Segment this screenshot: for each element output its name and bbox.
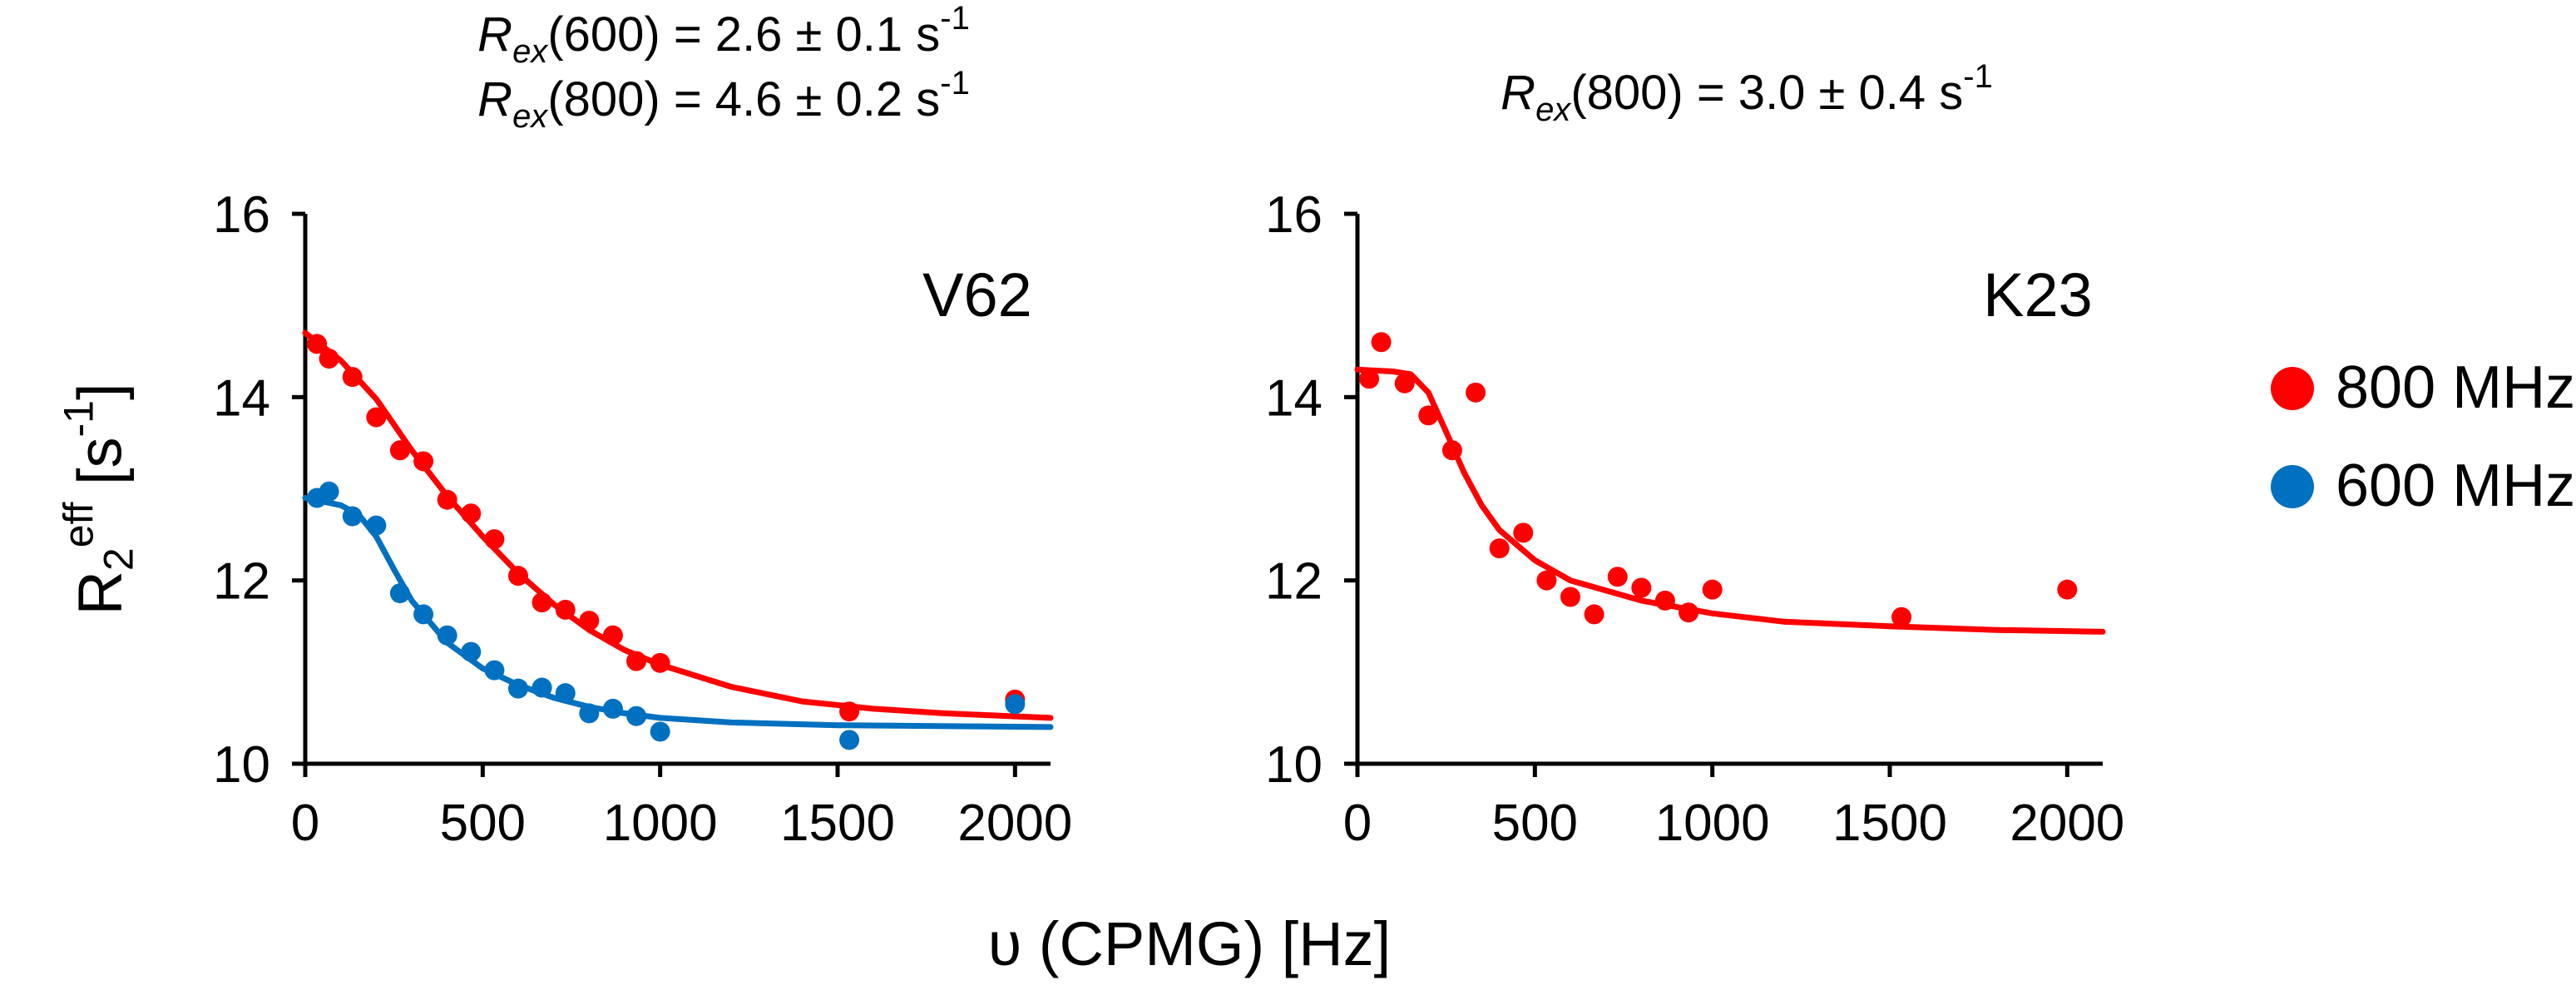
v62-data-point-800mhz (413, 451, 434, 472)
k23-data-point-800mhz (1702, 579, 1723, 600)
v62-data-point-800mhz (839, 701, 860, 722)
rex-800-annotation-k23: Rex(800) = 3.0 ± 0.4 s-1 (1501, 58, 1993, 128)
v62-data-point-800mhz (626, 651, 647, 671)
k23-fit-line-800mhz (1354, 366, 2106, 635)
v62-fit-line-800mhz (302, 329, 1054, 721)
k23-panel-label: K23 (1983, 260, 2093, 329)
v62-y-tick-label: 16 (213, 186, 270, 244)
v62-data-point-800mhz (555, 599, 576, 620)
rex-600-annotation: Rex(600) = 2.6 ± 0.1 s-1 (477, 0, 970, 70)
v62-x-tick-label: 0 (291, 795, 319, 852)
k23-x-tick-label: 1000 (1655, 795, 1770, 852)
v62-y-tick-label: 12 (213, 553, 270, 611)
v62-data-point-600mhz (484, 660, 505, 681)
v62-data-point-600mhz (366, 515, 387, 536)
v62-y-tick-label: 14 (213, 369, 270, 427)
k23-y-tick-label: 10 (1265, 736, 1323, 794)
v62-data-point-600mhz (413, 604, 434, 625)
k23-data-point-800mhz (1607, 567, 1628, 587)
v62-data-point-600mhz (532, 677, 552, 698)
k23-data-point-800mhz (1371, 332, 1392, 353)
k23-y-tick-label: 14 (1265, 369, 1323, 427)
k23-data-point-800mhz (1441, 440, 1462, 461)
v62-data-point-800mhz (484, 529, 505, 550)
k23-data-point-800mhz (1466, 382, 1486, 403)
k23-data-point-800mhz (1394, 373, 1415, 394)
v62-data-point-800mhz (602, 625, 623, 646)
v62-data-point-600mhz (555, 683, 576, 704)
v62-data-point-800mhz (342, 367, 363, 388)
y-axis-label: R2eff [s-1] (55, 383, 142, 616)
v62-x-tick-label: 1500 (780, 795, 895, 852)
k23-data-point-800mhz (1654, 590, 1675, 611)
k23-data-point-800mhz (1536, 570, 1557, 591)
v62-data-point-800mhz (579, 611, 600, 631)
k23-x-tick-label: 500 (1492, 795, 1578, 852)
legend-label-600mhz: 600 MHz (2336, 453, 2576, 519)
k23-y-tick-label: 12 (1265, 553, 1323, 611)
v62-data-point-800mhz (437, 489, 457, 510)
v62-panel-label: V62 (922, 260, 1032, 329)
v62-x-tick-label: 2000 (957, 795, 1072, 852)
k23-y-tick-label: 16 (1265, 186, 1323, 244)
k23-data-point-800mhz (2057, 579, 2078, 600)
v62-data-point-600mhz (626, 705, 647, 726)
v62-data-point-800mhz (389, 440, 410, 461)
v62-data-point-600mhz (508, 678, 528, 699)
v62-data-point-800mhz (319, 349, 339, 369)
v62-data-point-600mhz (1005, 694, 1026, 715)
v62-data-point-800mhz (532, 592, 552, 613)
v62-x-tick-label: 1000 (603, 795, 718, 852)
v62-data-point-800mhz (366, 407, 387, 428)
k23-data-point-800mhz (1513, 522, 1534, 543)
v62-data-point-600mhz (342, 506, 363, 527)
legend-item-800mhz: 800 MHz (2271, 354, 2575, 421)
k23-data-point-800mhz (1359, 369, 1380, 389)
v62-data-point-800mhz (307, 334, 328, 354)
k23-data-point-800mhz (1631, 577, 1652, 598)
v62-data-point-600mhz (389, 583, 410, 604)
v62-data-point-800mhz (650, 652, 670, 673)
v62-data-point-600mhz (319, 481, 339, 502)
k23-x-tick-label: 1500 (1832, 795, 1947, 852)
x-axis-label: υ (CPMG) [Hz] (987, 909, 1392, 978)
v62-data-point-600mhz (839, 730, 860, 750)
k23-data-point-800mhz (1891, 606, 1912, 627)
k23-data-point-800mhz (1560, 587, 1580, 607)
v62-data-point-600mhz (602, 698, 623, 719)
legend-marker-600mhz (2271, 464, 2314, 508)
legend-label-800mhz: 800 MHz (2336, 354, 2576, 421)
k23-data-point-800mhz (1418, 405, 1439, 426)
v62-data-point-600mhz (437, 625, 457, 646)
legend-item-600mhz: 600 MHz (2271, 453, 2575, 519)
rex-800-annotation-v62: Rex(800) = 4.6 ± 0.2 s-1 (477, 65, 970, 135)
k23-x-tick-label: 0 (1343, 795, 1372, 852)
v62-data-point-600mhz (461, 641, 482, 662)
k23-data-point-800mhz (1679, 602, 1699, 623)
v62-data-point-800mhz (508, 566, 528, 587)
k23-data-point-800mhz (1584, 604, 1604, 625)
v62-x-tick-label: 500 (440, 795, 526, 852)
k23-x-tick-label: 2000 (2010, 795, 2124, 852)
v62-data-point-800mhz (461, 503, 482, 524)
v62-data-point-600mhz (650, 721, 670, 742)
v62-data-point-600mhz (579, 703, 600, 724)
legend-marker-800mhz (2271, 366, 2314, 410)
k23-data-point-800mhz (1489, 538, 1510, 559)
v62-y-tick-label: 10 (213, 736, 270, 794)
